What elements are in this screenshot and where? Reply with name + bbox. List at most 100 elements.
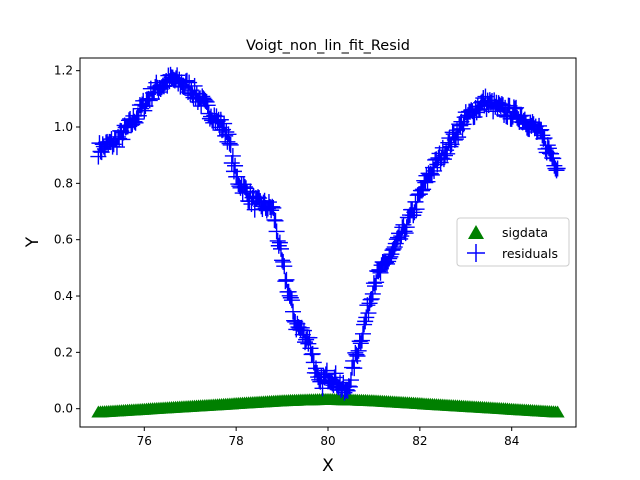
residuals-point — [227, 157, 244, 174]
axes-frame — [79, 57, 577, 428]
residuals-point — [152, 81, 169, 98]
residuals-point — [539, 137, 556, 154]
x-tick-label: 76 — [137, 434, 152, 448]
residuals-point — [327, 365, 344, 382]
residuals-point — [417, 174, 434, 191]
residuals-point — [350, 342, 367, 359]
y-tick-label: 0.4 — [54, 289, 73, 303]
residuals-point — [358, 309, 375, 326]
residuals-point — [127, 114, 144, 131]
residuals-point — [141, 92, 158, 109]
residuals-point — [414, 182, 431, 199]
x-tick-label: 80 — [320, 434, 335, 448]
residuals-point — [548, 162, 565, 179]
residuals-point — [348, 346, 365, 363]
legend-sigdata-label: sigdata — [502, 225, 548, 240]
x-tick-label: 78 — [229, 434, 244, 448]
residuals-point — [439, 145, 456, 162]
residuals-point — [426, 162, 443, 179]
residuals-point — [368, 274, 385, 291]
residuals-point — [223, 154, 240, 171]
residuals-point — [278, 271, 295, 288]
residuals-point — [422, 165, 439, 182]
y-axis-ticks: 0.0 0.2 0.4 0.6 0.8 1.0 1.2 — [54, 64, 80, 416]
x-axis-label: X — [322, 456, 334, 476]
residuals-point — [128, 111, 145, 128]
residuals-point — [199, 97, 216, 114]
residuals-point — [389, 229, 406, 246]
residuals-point — [372, 264, 389, 281]
residuals-point — [493, 96, 510, 113]
residuals-point — [364, 285, 381, 302]
residuals-point — [405, 207, 422, 224]
legend-residuals-marker — [467, 244, 485, 262]
y-tick-label: 1.0 — [54, 120, 73, 134]
residuals-point — [365, 275, 382, 292]
residuals-point — [396, 223, 413, 240]
residuals-point — [455, 116, 472, 133]
series-residuals — [90, 66, 566, 401]
residuals-point — [415, 181, 432, 198]
residuals-point — [360, 305, 377, 322]
residuals-point — [216, 115, 233, 132]
residuals-point — [317, 366, 334, 383]
residuals-point — [367, 278, 384, 295]
residuals-point — [370, 263, 387, 280]
residuals-point — [263, 202, 280, 219]
residuals-point — [361, 295, 378, 312]
residuals-point — [386, 239, 403, 256]
residuals-point — [270, 237, 287, 254]
residuals-point — [354, 325, 371, 342]
residuals-point — [341, 378, 358, 395]
residuals-point — [186, 77, 203, 94]
legend: sigdata residuals — [456, 217, 570, 267]
y-tick-label: 0.2 — [54, 345, 73, 359]
residuals-point — [220, 126, 237, 143]
residuals-point — [357, 313, 374, 330]
residuals-point — [534, 127, 551, 144]
residuals-point — [384, 242, 401, 259]
y-axis-label: Y — [23, 236, 43, 248]
residuals-point — [380, 253, 397, 270]
residuals-point — [536, 130, 553, 147]
residuals-point — [535, 130, 552, 147]
residuals-point — [304, 345, 321, 362]
residuals-point — [408, 201, 425, 218]
residuals-point — [197, 92, 214, 109]
residuals-point — [452, 117, 469, 134]
y-tick-label: 0.6 — [54, 233, 73, 247]
residuals-point — [275, 253, 292, 270]
residuals-point — [219, 133, 236, 150]
residuals-point — [546, 157, 563, 174]
residuals-point — [423, 166, 440, 183]
residuals-point — [198, 93, 215, 110]
residuals-point — [352, 335, 369, 352]
residuals-point — [276, 258, 293, 275]
residuals-point — [283, 292, 300, 309]
residuals-point — [549, 160, 566, 177]
x-tick-label: 84 — [504, 434, 519, 448]
residuals-point — [169, 67, 186, 84]
residuals-point — [229, 168, 246, 185]
residuals-point — [440, 134, 457, 151]
residuals-point — [353, 332, 370, 349]
residuals-point — [268, 223, 285, 240]
residuals-point — [143, 91, 160, 108]
residuals-point — [218, 123, 235, 140]
residuals-point — [265, 199, 282, 216]
plot-area — [90, 66, 566, 418]
residuals-point — [346, 360, 363, 377]
residuals-point — [447, 131, 464, 148]
legend-sigdata-marker — [468, 225, 484, 239]
residuals-point — [432, 154, 449, 171]
residuals-point — [235, 176, 252, 193]
residuals-point — [419, 173, 436, 190]
residuals-point — [338, 381, 355, 398]
series-sigdata — [91, 392, 565, 418]
residuals-point — [407, 193, 424, 210]
residuals-point — [406, 204, 423, 221]
residuals-point — [450, 129, 467, 146]
residuals-point — [119, 118, 136, 135]
residuals-point — [446, 131, 463, 148]
